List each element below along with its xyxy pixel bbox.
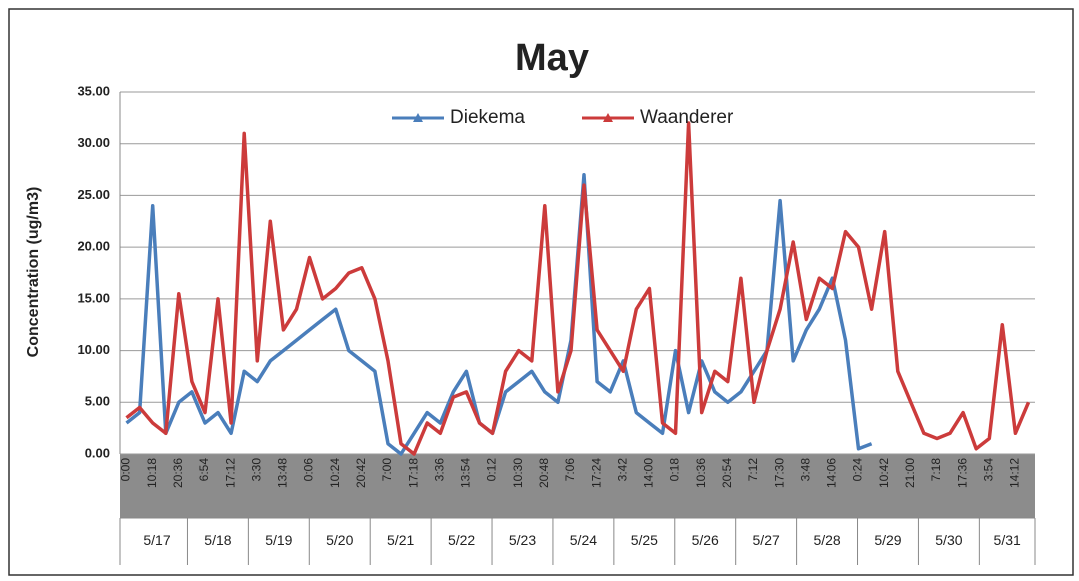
x-tick-label: 20:42 <box>354 458 368 488</box>
series-line <box>125 172 873 456</box>
x-tick-label: 14:00 <box>642 458 656 488</box>
group-label: 5/31 <box>994 532 1021 548</box>
group-label: 5/21 <box>387 532 414 548</box>
legend-label: Diekema <box>450 107 525 128</box>
x-label-band <box>120 454 1035 518</box>
group-label: 5/23 <box>509 532 536 548</box>
x-tick-label: 10:36 <box>694 458 708 488</box>
x-tick-label: 6:54 <box>197 458 211 482</box>
x-tick-label: 14:12 <box>1008 458 1022 488</box>
x-tick-label: 0:18 <box>668 458 682 482</box>
group-label: 5/19 <box>265 532 292 548</box>
x-tick-label: 0:06 <box>302 458 316 482</box>
x-tick-label: 3:42 <box>615 458 629 482</box>
x-tick-label: 17:12 <box>223 458 237 488</box>
group-label: 5/27 <box>753 532 780 548</box>
y-tick-label: 20.00 <box>77 239 110 254</box>
x-tick-label: 17:30 <box>772 458 786 488</box>
y-tick-label: 30.00 <box>77 135 110 150</box>
x-tick-label: 13:54 <box>459 458 473 488</box>
group-label: 5/18 <box>204 532 231 548</box>
group-label: 5/29 <box>874 532 901 548</box>
group-label: 5/25 <box>631 532 658 548</box>
group-label: 5/30 <box>935 532 962 548</box>
group-label: 5/28 <box>813 532 840 548</box>
x-tick-label: 20:36 <box>171 458 185 488</box>
group-label: 5/20 <box>326 532 353 548</box>
y-tick-label: 25.00 <box>77 187 110 202</box>
x-tick-label: 21:00 <box>903 458 917 488</box>
x-tick-label: 20:48 <box>537 458 551 488</box>
x-tick-label: 3:54 <box>981 458 995 482</box>
x-tick-label: 0:24 <box>851 458 865 482</box>
y-tick-label: 0.00 <box>85 445 110 460</box>
series-line <box>125 121 1031 456</box>
x-tick-label: 10:30 <box>511 458 525 488</box>
y-tick-label: 35.00 <box>77 83 110 98</box>
y-axis-label: Concentration (ug/m3) <box>25 187 42 358</box>
x-tick-label: 10:42 <box>877 458 891 488</box>
x-tick-label: 3:30 <box>249 458 263 482</box>
group-label: 5/22 <box>448 532 475 548</box>
x-tick-label: 3:36 <box>432 458 446 482</box>
legend-label: Waanderer <box>640 107 734 128</box>
y-tick-label: 5.00 <box>85 394 110 409</box>
group-label: 5/26 <box>692 532 719 548</box>
x-tick-label: 3:48 <box>798 458 812 482</box>
legend-marker <box>413 113 423 122</box>
y-tick-label: 10.00 <box>77 342 110 357</box>
x-tick-label: 10:18 <box>145 458 159 488</box>
x-tick-label: 14:06 <box>825 458 839 488</box>
x-tick-label: 7:18 <box>929 458 943 482</box>
x-tick-label: 7:06 <box>563 458 577 482</box>
legend-marker <box>603 113 613 122</box>
x-tick-label: 0:00 <box>119 458 133 482</box>
x-tick-label: 13:48 <box>276 458 290 488</box>
x-tick-label: 17:24 <box>589 458 603 488</box>
x-tick-label: 10:24 <box>328 458 342 488</box>
x-tick-label: 7:12 <box>746 458 760 482</box>
x-tick-label: 7:00 <box>380 458 394 482</box>
group-label: 5/24 <box>570 532 597 548</box>
x-tick-label: 0:12 <box>485 458 499 482</box>
x-tick-label: 17:18 <box>406 458 420 488</box>
y-tick-label: 15.00 <box>77 290 110 305</box>
group-label: 5/17 <box>143 532 170 548</box>
x-tick-label: 20:54 <box>720 458 734 488</box>
chart-title: May <box>515 37 589 79</box>
x-tick-label: 17:36 <box>955 458 969 488</box>
